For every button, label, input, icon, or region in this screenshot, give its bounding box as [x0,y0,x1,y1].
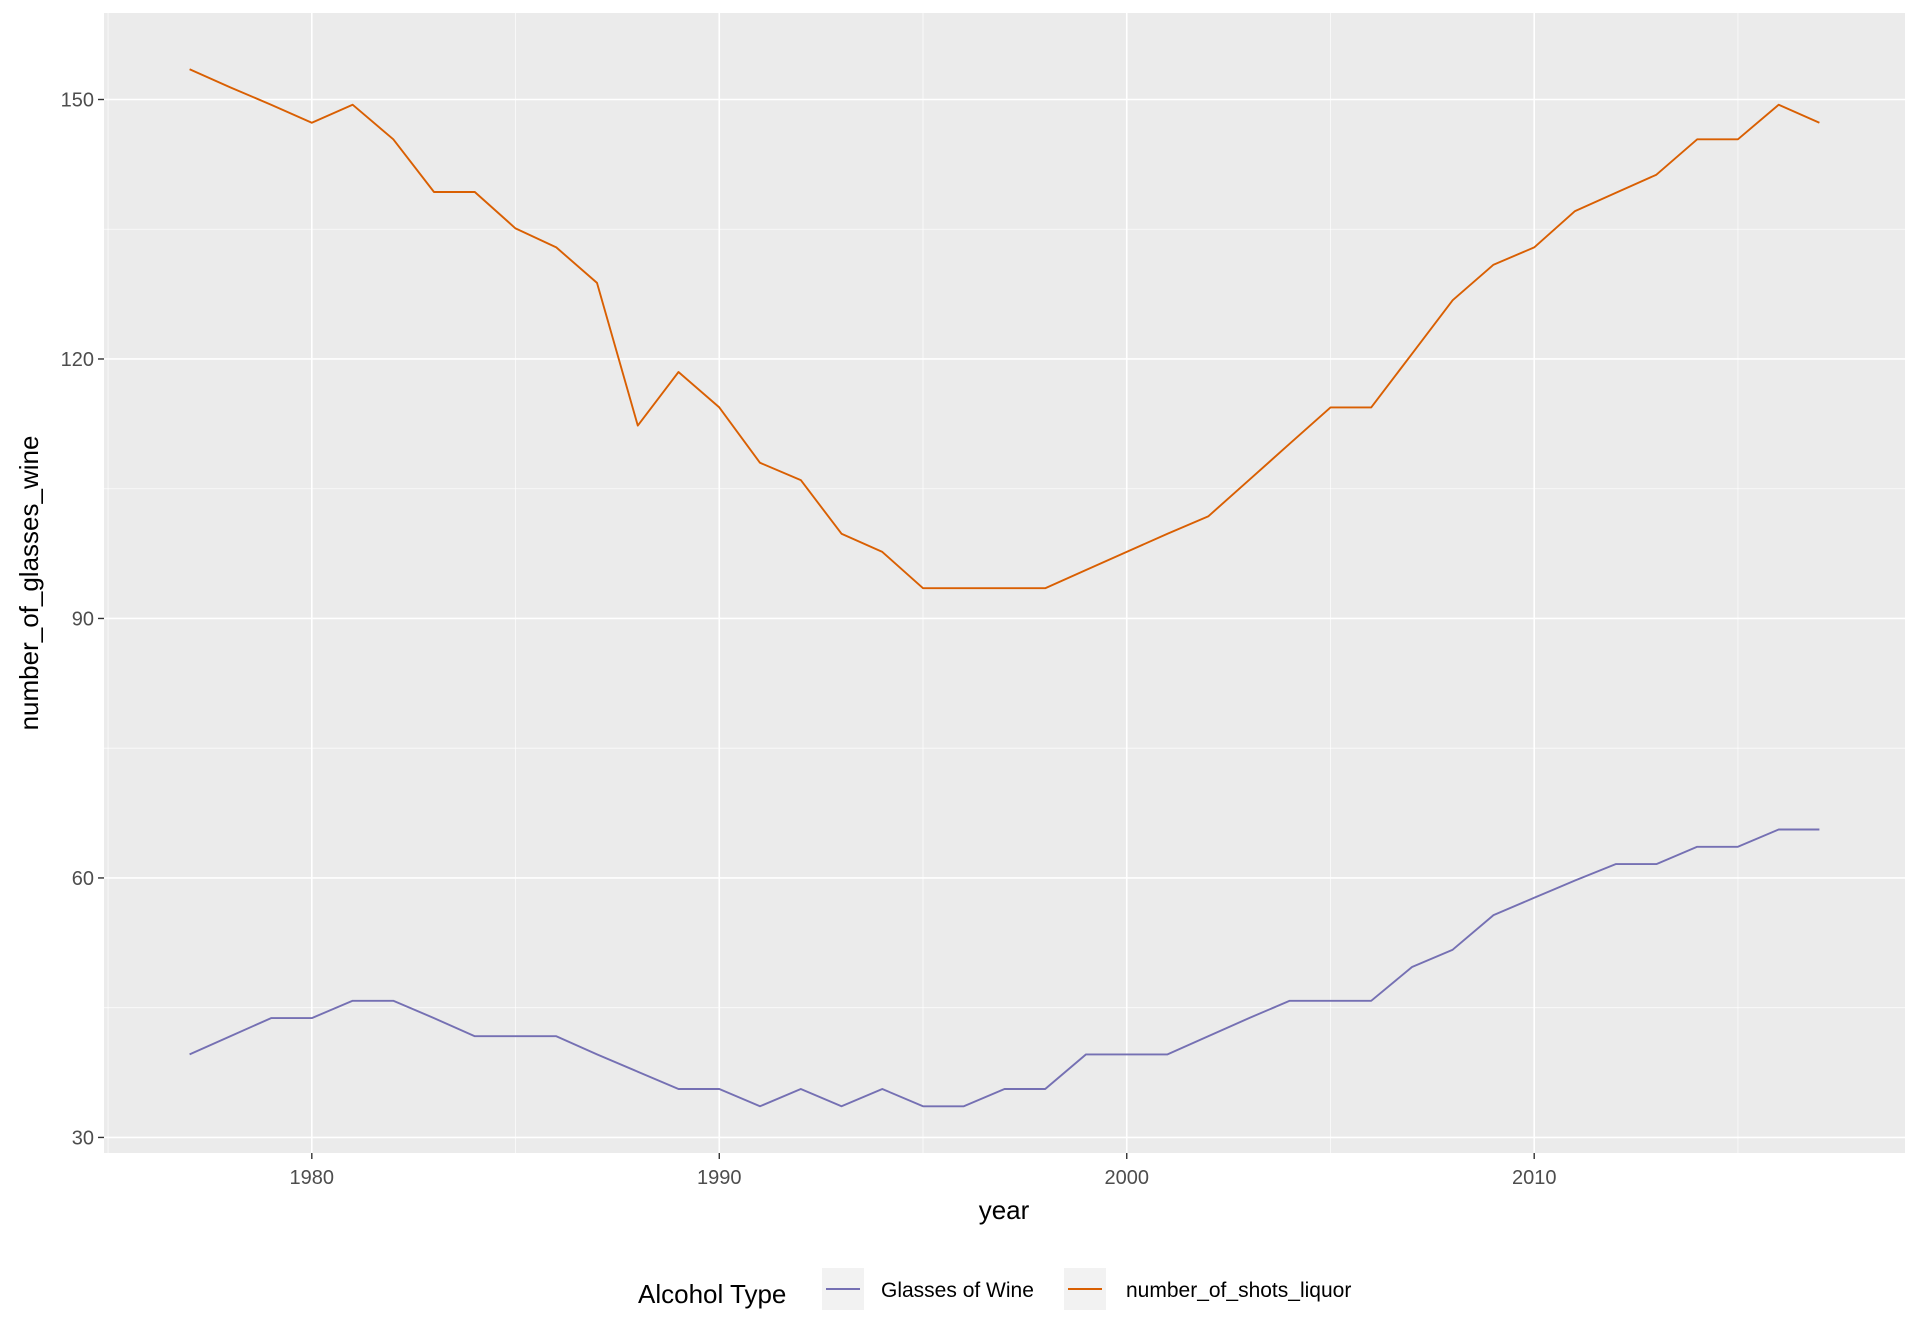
minor-gridlines [104,13,1905,1153]
series-line-number-of-shots-liquor [189,68,1820,590]
x-axis-ticks: 1980 1990 2000 2010 [290,1153,1557,1189]
legend-title: Alcohol Type [638,1279,786,1309]
x-axis-title: year [979,1195,1030,1225]
x-tick-label: 2010 [1512,1167,1557,1189]
series-line-glasses-of-wine [189,828,1820,1108]
panel-background [104,13,1905,1153]
x-tick-label: 1980 [290,1167,335,1189]
y-tick-label: 150 [61,89,94,111]
series-lines [189,68,1820,1108]
x-tick-label: 1990 [697,1167,742,1189]
y-tick-label: 120 [61,349,94,371]
x-tick-label: 2000 [1104,1167,1149,1189]
major-gridlines [104,13,1905,1153]
y-axis-ticks: 30 60 90 120 150 [61,89,104,1149]
legend-label-glasses-of-wine: Glasses of Wine [881,1279,1034,1302]
y-tick-label: 60 [72,868,94,890]
y-axis-title: number_of_glasses_wine [14,436,44,731]
legend-label-number-of-shots-liquor: number_of_shots_liquor [1126,1279,1351,1302]
legend: Alcohol Type Glasses of Wine number_of_s… [638,1268,1351,1310]
y-tick-label: 30 [72,1127,94,1149]
y-tick-label: 90 [72,608,94,630]
